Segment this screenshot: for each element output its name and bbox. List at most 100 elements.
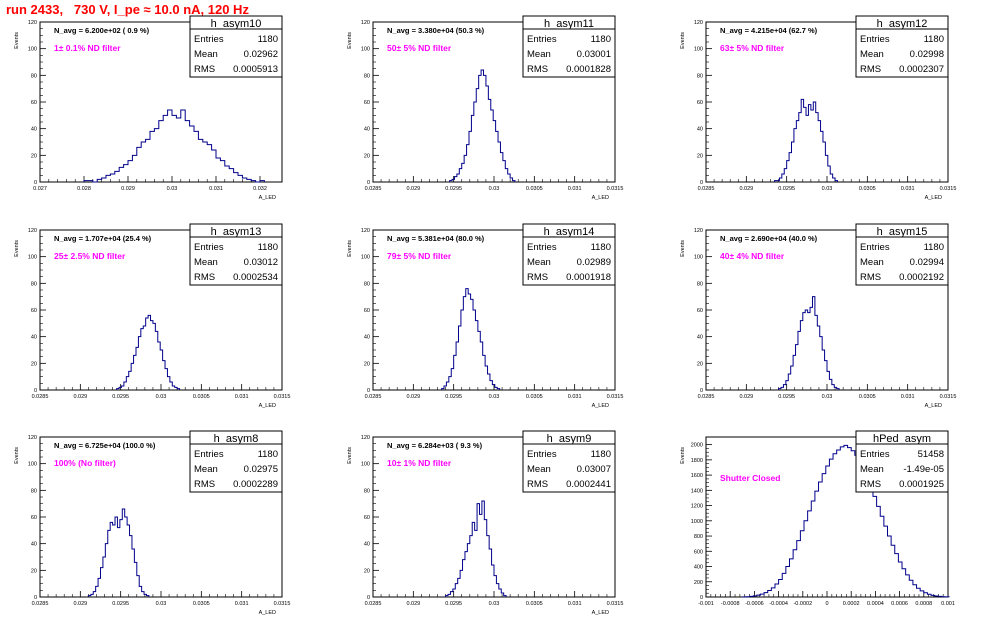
histogram-name: hPed_asym: [873, 433, 931, 445]
y-tick-label: 80: [31, 281, 37, 287]
y-tick-label: 20: [364, 568, 370, 574]
x-tick-label: 0.0305: [193, 601, 210, 607]
stats-label: Mean: [860, 49, 884, 60]
x-tick-label: 0.0285: [32, 394, 49, 400]
y-tick-label: 40: [364, 127, 370, 133]
y-tick-label: 1600: [691, 473, 703, 479]
x-tick-label: 0.0315: [274, 394, 291, 400]
stats-value: 1180: [591, 242, 611, 253]
stats-label: Entries: [194, 449, 224, 460]
histogram-line-h_asym9: [445, 500, 507, 597]
histogram-panel-h_asym9: 0 20 40 60 80 100 120 0.0285 0.029 0.0295 0.03 0.03…: [347, 430, 624, 616]
y-tick-label: 20: [697, 153, 703, 159]
stats-value: 0.02975: [244, 464, 278, 475]
histogram-line-h_asym12: [774, 98, 838, 182]
x-axis-title: A_LED: [592, 195, 609, 201]
histogram-line-h_asym14: [441, 288, 501, 390]
y-tick-label: 80: [364, 488, 370, 494]
x-tick-label: -0.001: [698, 601, 714, 607]
stats-box: [189, 223, 283, 286]
y-tick-label: 120: [694, 228, 703, 234]
stats-label: Entries: [860, 242, 890, 253]
stats-value: 1180: [591, 34, 611, 45]
y-tick-label: 800: [694, 534, 703, 540]
y-axis-title: Events: [14, 32, 20, 49]
x-tick-label: 0.0295: [445, 394, 462, 400]
filter-annotation: 25± 2.5% ND filter: [54, 251, 126, 261]
y-tick-label: 1200: [691, 504, 703, 510]
x-tick-label: 0.03: [489, 601, 500, 607]
filter-annotation: 10± 1% ND filter: [387, 458, 452, 468]
x-tick-label: 0.029: [406, 394, 420, 400]
y-tick-label: 80: [697, 281, 703, 287]
stats-label: Mean: [194, 257, 218, 268]
stats-label: RMS: [527, 272, 548, 283]
stats-label: RMS: [194, 479, 215, 490]
histogram-panel-h_asym14: 0 20 40 60 80 100 120 0.0285 0.029 0.0295 0.03 0.03…: [347, 223, 623, 409]
stats-label: Entries: [527, 449, 557, 460]
y-tick-label: 20: [31, 568, 37, 574]
y-tick-label: 120: [28, 435, 37, 441]
x-tick-label: 0.031: [568, 394, 582, 400]
x-tick-label: 0.0305: [193, 394, 210, 400]
histogram-line-h_asym10: [83, 109, 265, 183]
stats-label: Entries: [527, 242, 557, 253]
histogram-panel-h_asym10: 0 20 40 60 80 100 120 0.027 0.028 0.029 0.03 0.031 0…: [14, 15, 283, 201]
y-tick-label: 80: [31, 73, 37, 79]
x-tick-label: 0.0315: [940, 394, 957, 400]
histogram-line-h_asym13: [116, 314, 181, 390]
x-tick-label: 0.029: [121, 186, 135, 192]
stats-box: [855, 223, 949, 286]
x-tick-label: 0.0315: [607, 601, 624, 607]
y-tick-label: 2000: [691, 443, 703, 449]
x-axis-title: A_LED: [259, 610, 276, 616]
x-tick-label: 0.029: [73, 601, 87, 607]
x-tick-label: 0.032: [253, 186, 267, 192]
stats-value: 0.0002289: [233, 479, 278, 490]
y-tick-label: 0: [34, 388, 37, 394]
y-axis-title: Events: [680, 240, 686, 257]
navg-label: N_avg = 1.707e+04 (25.4 %): [54, 234, 152, 243]
y-tick-label: 120: [694, 20, 703, 26]
stats-label: Mean: [860, 257, 884, 268]
y-tick-label: 80: [364, 281, 370, 287]
stats-value: 0.0001925: [899, 479, 944, 490]
x-tick-label: 0.0002: [843, 601, 860, 607]
histogram-name: h_asym10: [211, 18, 262, 30]
x-tick-label: 0.029: [406, 601, 420, 607]
stats-value: 1180: [258, 242, 278, 253]
stats-value: 51458: [918, 449, 944, 460]
y-tick-label: 20: [697, 361, 703, 367]
x-tick-label: 0.0285: [32, 601, 49, 607]
histogram-name: h_asym14: [544, 226, 595, 238]
stats-label: Mean: [527, 49, 551, 60]
x-tick-label: -0.0006: [745, 601, 764, 607]
y-tick-label: 40: [364, 542, 370, 548]
histogram-name: h_asym15: [877, 226, 928, 238]
stats-value: 0.02994: [910, 257, 944, 268]
y-tick-label: 1400: [691, 488, 703, 494]
x-tick-label: 0.0285: [698, 186, 715, 192]
y-tick-label: 100: [694, 255, 703, 261]
y-tick-label: 60: [697, 308, 703, 314]
stats-value: 0.0002192: [899, 272, 944, 283]
x-tick-label: 0.03: [156, 601, 167, 607]
x-tick-label: 0.0295: [445, 601, 462, 607]
stats-label: Mean: [860, 464, 884, 475]
histogram-line-hPed_asym: [741, 444, 950, 598]
x-tick-label: -0.0004: [769, 601, 788, 607]
y-tick-label: 20: [31, 361, 37, 367]
stats-value: 0.03001: [577, 49, 611, 60]
histogram-name: h_asym11: [544, 18, 594, 30]
filter-annotation: 50± 5% ND filter: [387, 43, 452, 53]
stats-label: Entries: [194, 242, 224, 253]
x-tick-label: 0.029: [739, 394, 753, 400]
y-tick-label: 0: [34, 180, 37, 186]
stats-box: [522, 223, 616, 286]
filter-annotation: 79± 5% ND filter: [387, 251, 452, 261]
x-tick-label: 0.03: [822, 394, 833, 400]
y-tick-label: 40: [31, 542, 37, 548]
y-tick-label: 40: [364, 335, 370, 341]
x-tick-label: 0.03: [489, 186, 500, 192]
